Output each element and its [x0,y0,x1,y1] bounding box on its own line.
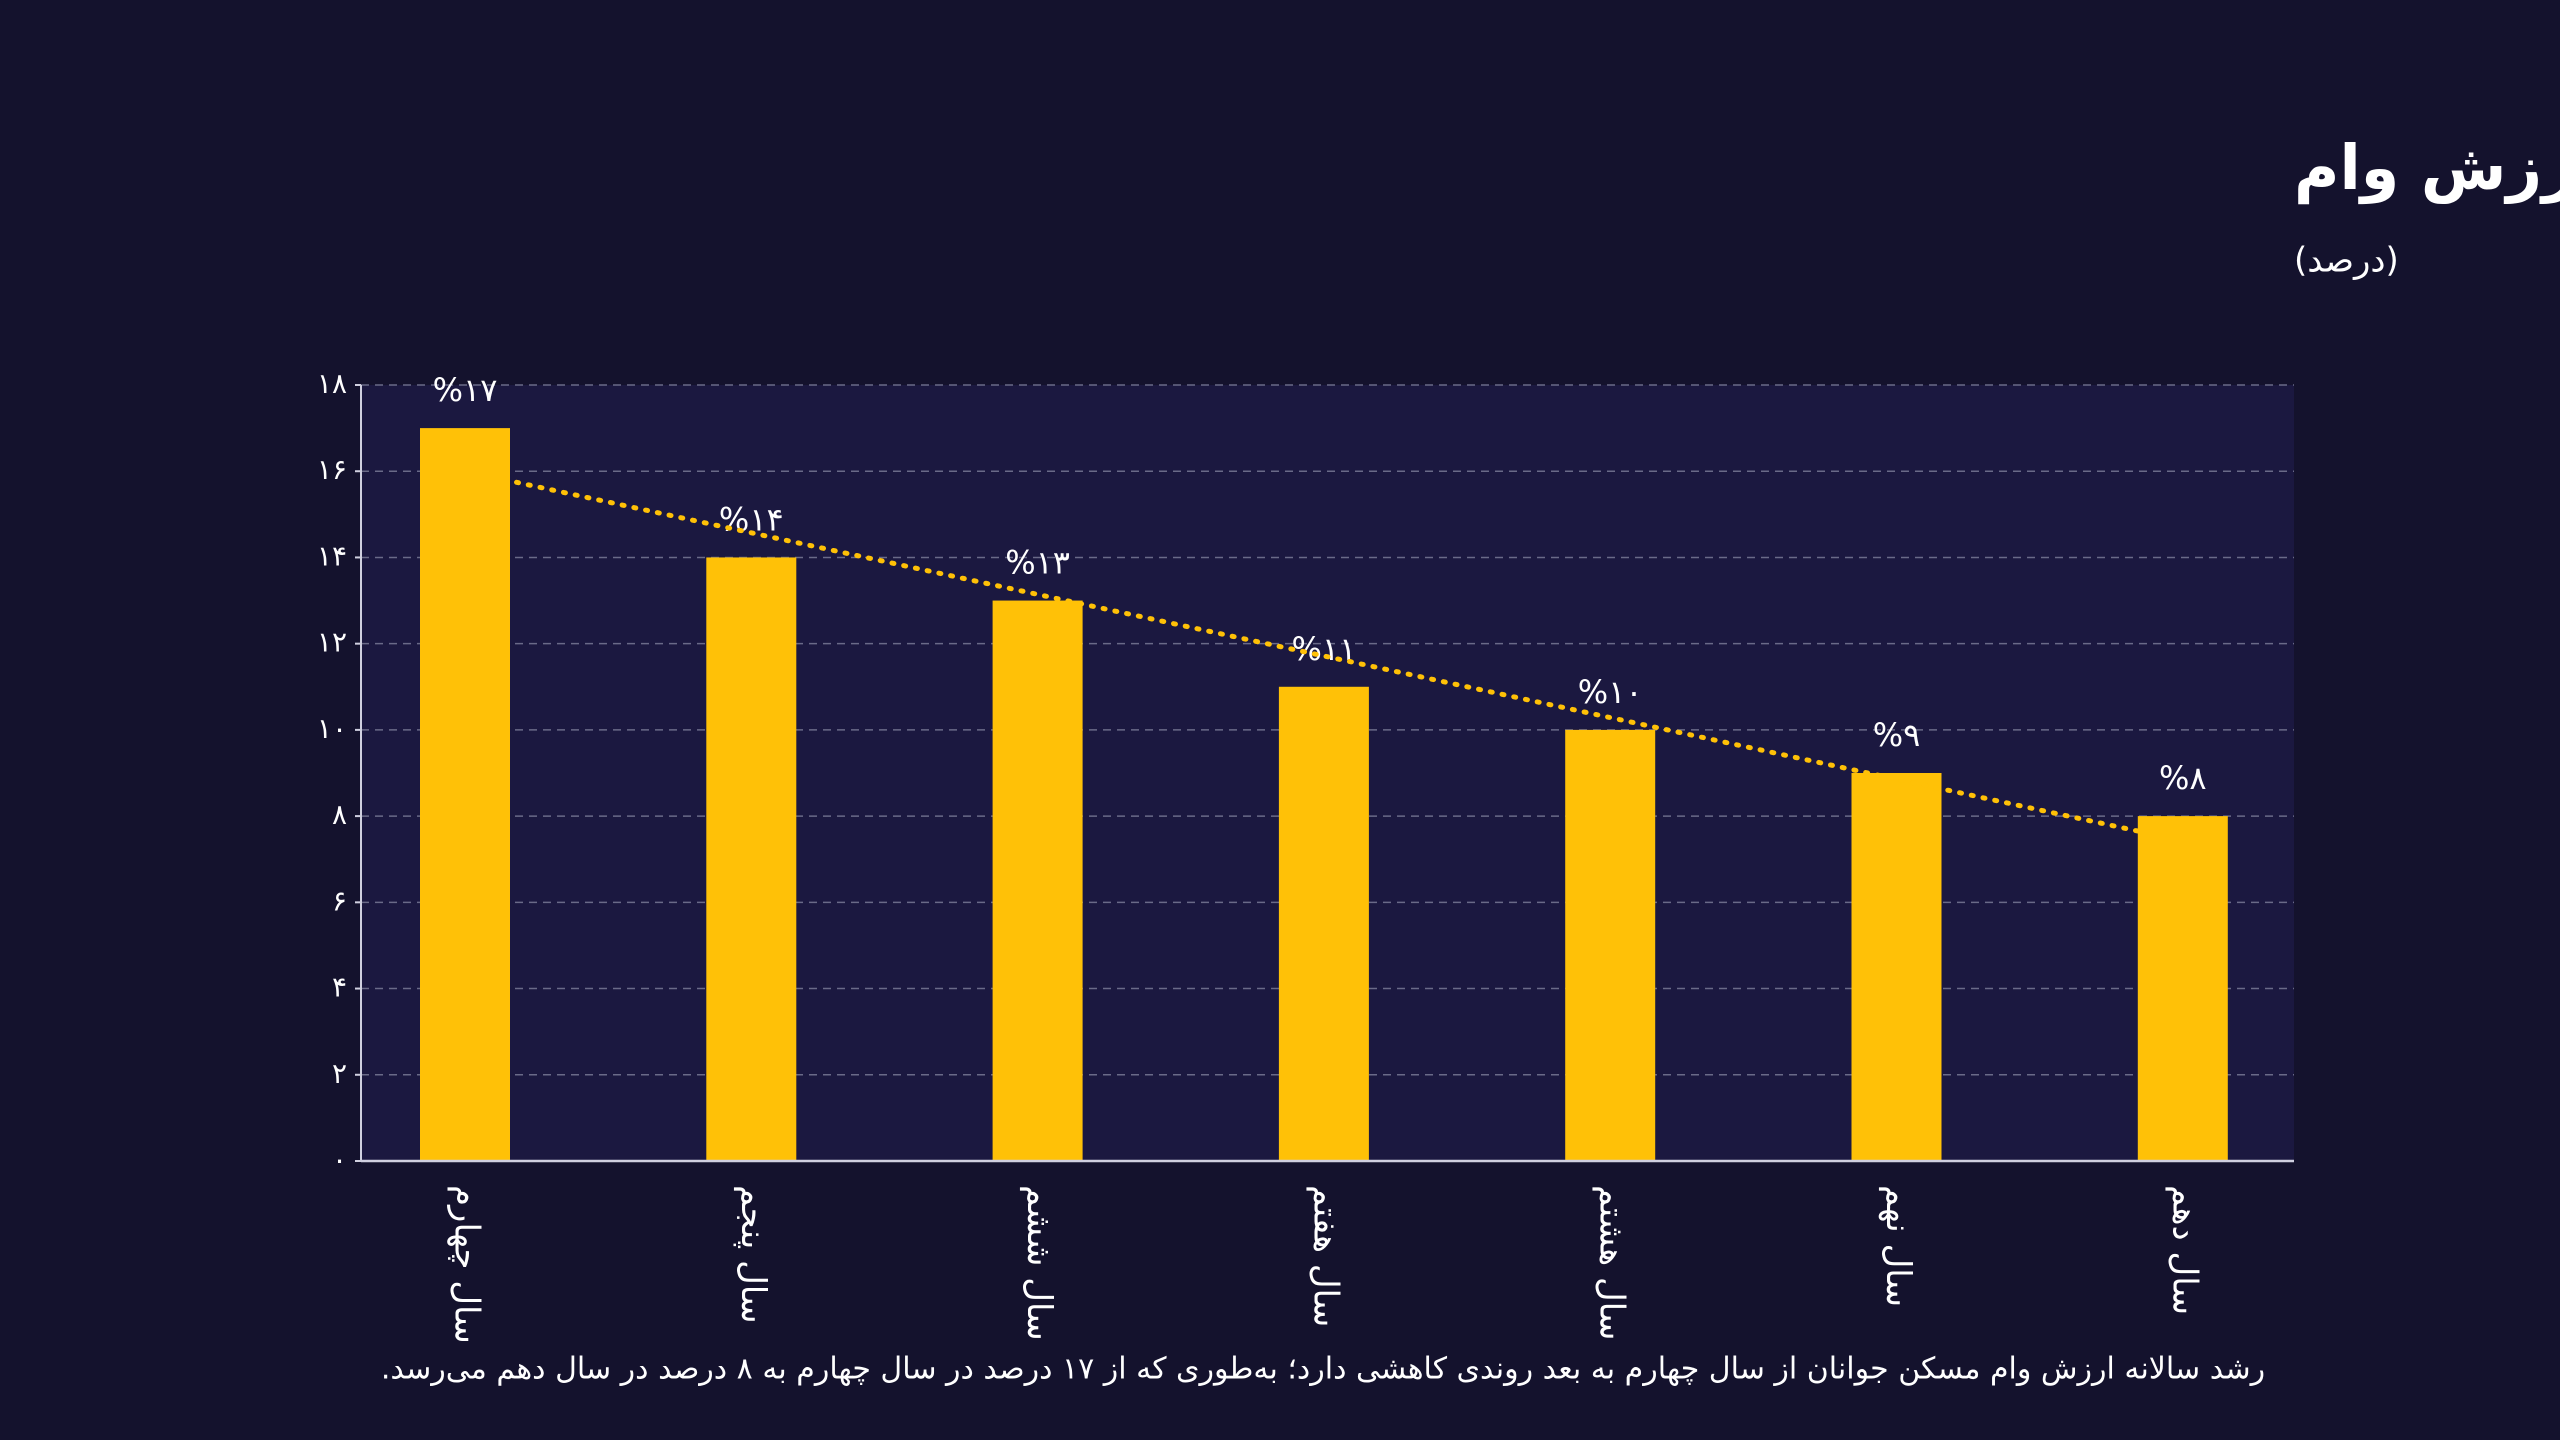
value-label: %۱۷ [433,371,498,409]
y-tick-label: ۴ [332,971,347,1004]
x-tick-label: سال پنجم [733,1185,773,1324]
bar [1851,773,1942,1161]
chart-title: رشد سالانه ارزش وام [2294,131,2560,205]
x-tick-label: سال هشتم [1592,1185,1632,1341]
bar [2137,816,2228,1161]
y-tick-label: ۱۲ [317,626,347,659]
bar [1565,729,1656,1161]
bar [420,428,510,1162]
x-tick-label: سال ششم [1019,1185,1059,1341]
caption: رشد سالانه ارزش وام مسکن جوانان از سال چ… [381,1352,2265,1387]
y-tick-label: ۸ [332,798,347,831]
y-tick-label: ۱۴ [317,539,347,572]
bar [992,600,1083,1161]
value-label: %۸ [2159,759,2207,797]
x-tick-label: سال دهم [2164,1185,2204,1315]
value-label: %۱۳ [1005,544,1070,582]
trend-line [514,479,2143,835]
value-label: %۹ [1873,716,1921,754]
chart-subtitle: (درصد) [2294,241,2399,281]
x-tick-label: سال نهم [1878,1185,1918,1307]
y-tick-label: ۱۸ [317,367,347,400]
x-tick-label: سال هفتم [1305,1185,1345,1327]
y-tick-label: ۱۰ [317,712,347,745]
x-tick-label: سال چهارم [447,1185,487,1344]
value-label: %۱۱ [1292,630,1357,668]
y-tick-label: ۲ [332,1057,347,1090]
y-tick-label: ۰ [332,1143,347,1176]
bar [706,557,797,1161]
value-label: %۱۰ [1578,673,1643,711]
bar [1278,686,1369,1161]
y-tick-label: ۱۶ [317,453,347,486]
y-tick-label: ۶ [332,884,347,917]
